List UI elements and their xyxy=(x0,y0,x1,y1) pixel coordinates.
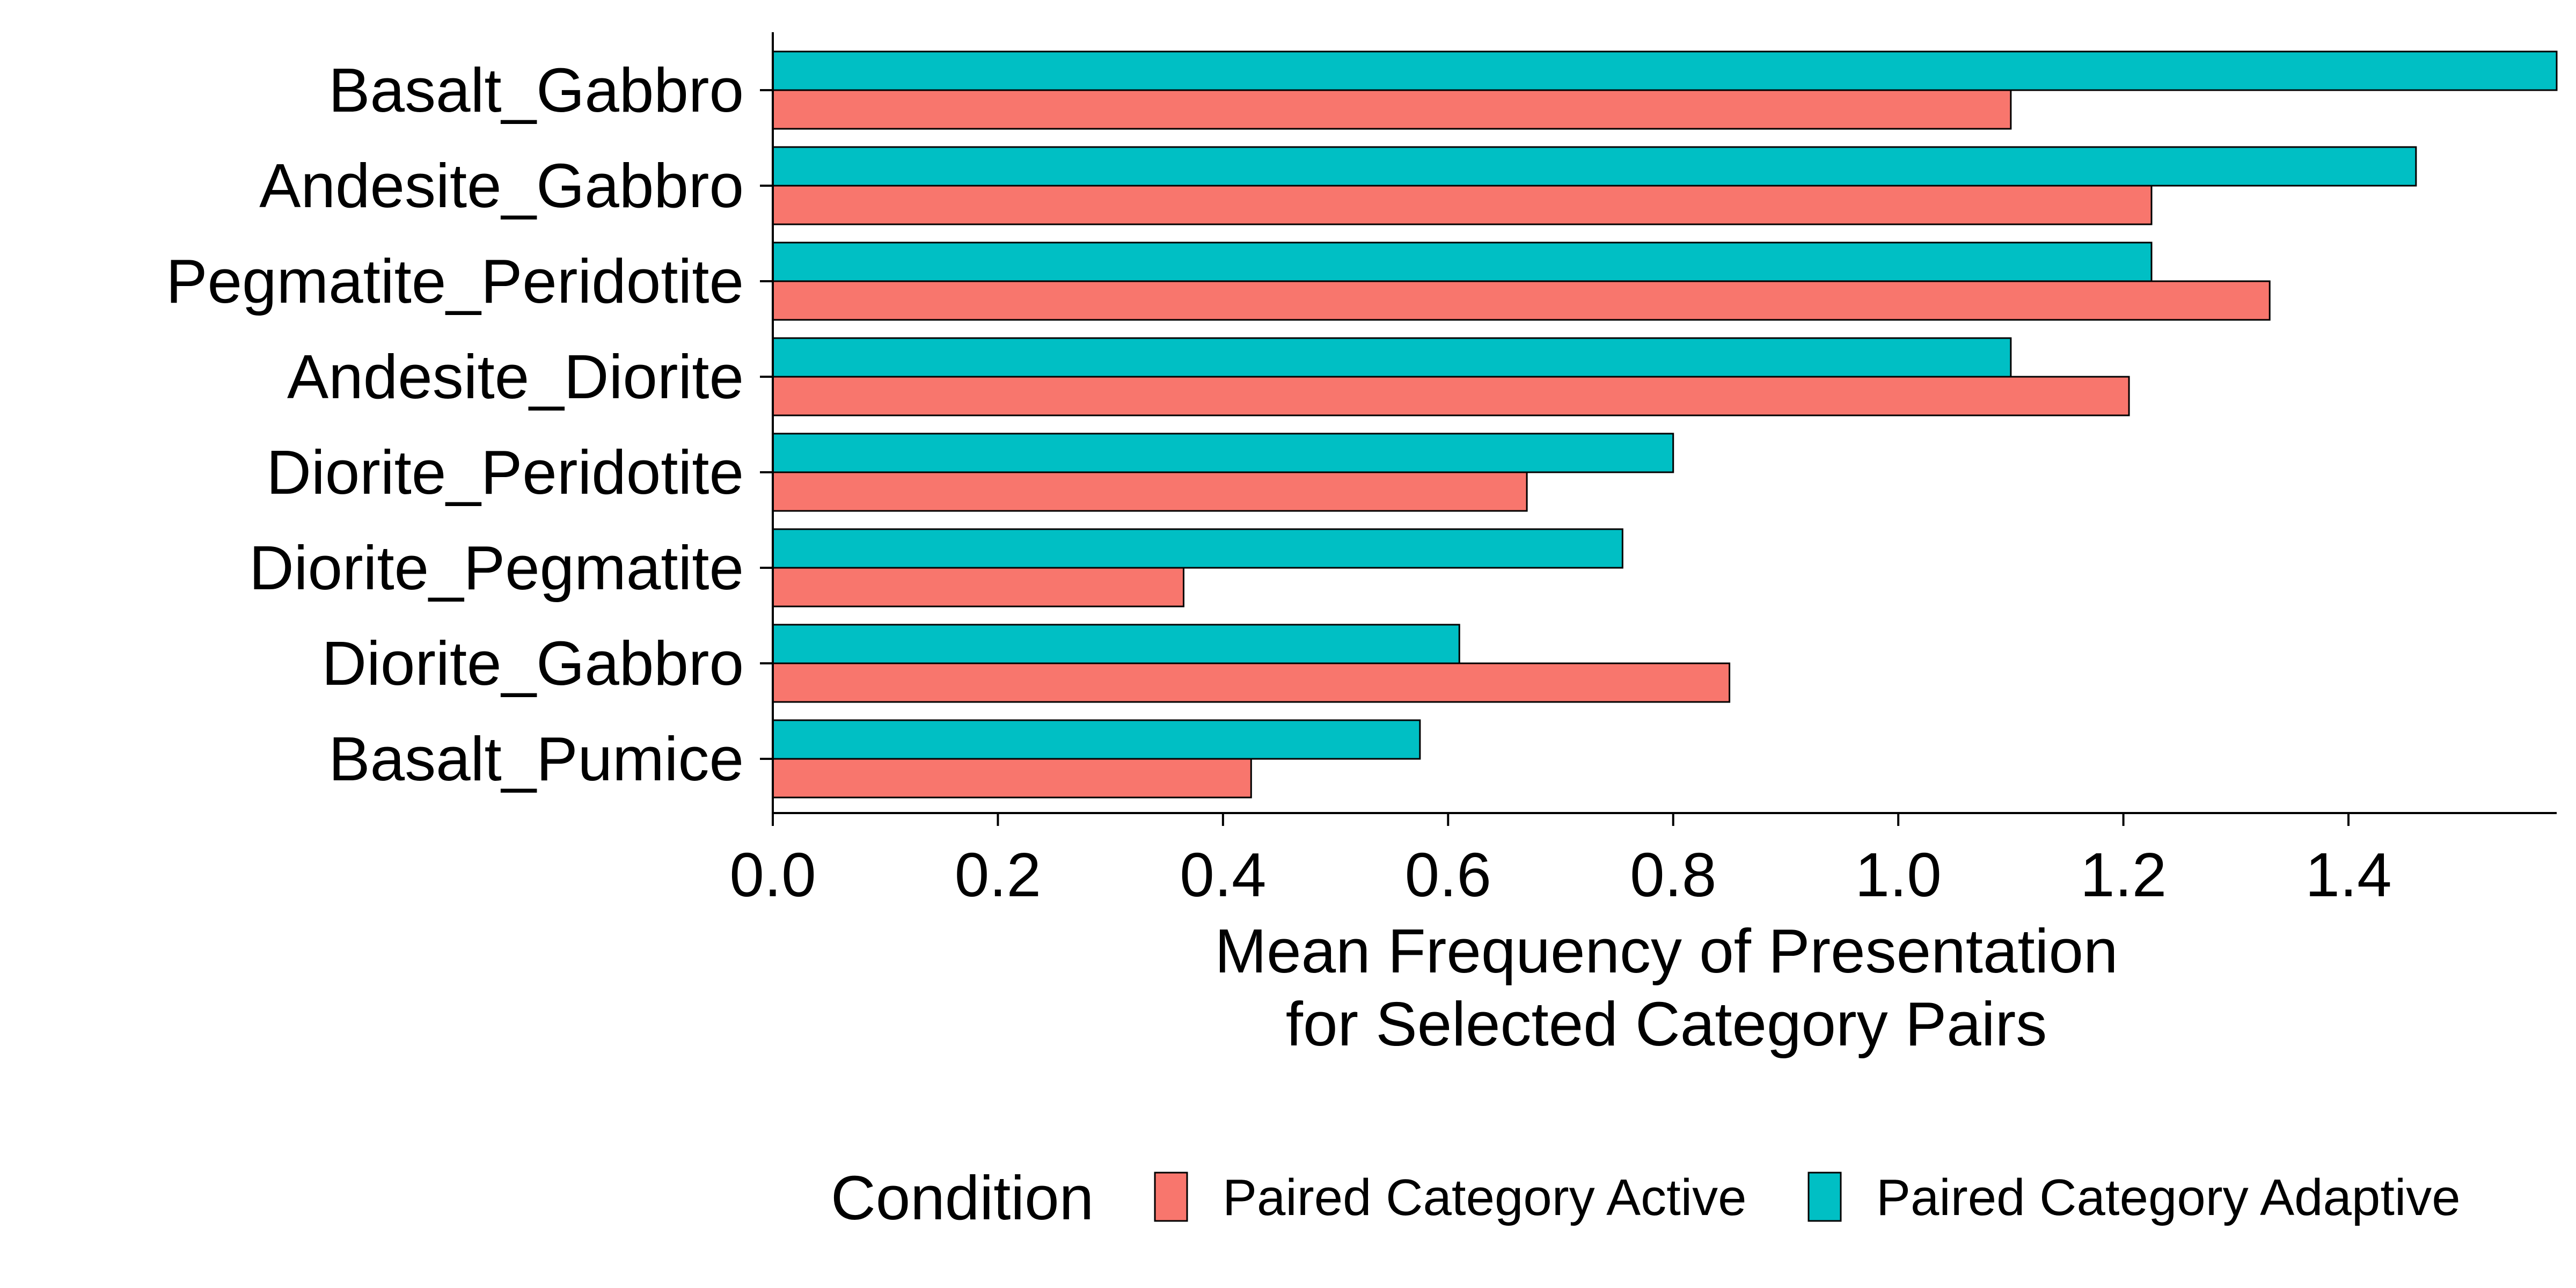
category-label: Diorite_Gabbro xyxy=(321,628,744,698)
bars-layer xyxy=(772,50,2558,799)
bar-active-diorite-gabbro xyxy=(772,662,1731,703)
x-tick-label: 1.0 xyxy=(1855,840,1942,910)
x-axis-title-line-1: Mean Frequency of Presentation xyxy=(1215,916,2118,986)
x-axis-title-line-2: for Selected Category Pairs xyxy=(1286,989,2047,1059)
bar-adaptive-andesite-gabbro xyxy=(772,146,2417,187)
bar-adaptive-pegmatite-peridotite xyxy=(772,241,2153,282)
bar-active-andesite-gabbro xyxy=(772,185,2153,225)
axes-layer xyxy=(760,32,2557,826)
x-tick-labels: 0.0 0.2 0.4 0.6 0.8 1.0 1.2 1.4 xyxy=(729,840,2391,910)
legend-key-active xyxy=(1154,1172,1188,1222)
bar-adaptive-andesite-diorite xyxy=(772,337,2012,378)
bar-adaptive-diorite-peridotite xyxy=(772,433,1674,473)
x-tick-label: 0.0 xyxy=(729,840,816,910)
category-label: Andesite_Gabbro xyxy=(259,151,744,221)
bar-active-andesite-diorite xyxy=(772,376,2130,416)
legend-title: Condition xyxy=(831,1163,1094,1233)
legend-label-adaptive: Paired Category Adaptive xyxy=(1876,1169,2461,1226)
category-label: Pegmatite_Peridotite xyxy=(166,246,744,316)
bar-adaptive-diorite-gabbro xyxy=(772,624,1460,664)
bar-adaptive-basalt-gabbro xyxy=(772,50,2558,91)
x-tick-label: 0.6 xyxy=(1405,840,1491,910)
legend-key-adaptive xyxy=(1807,1172,1842,1222)
x-tick-label: 1.4 xyxy=(2305,840,2391,910)
bar-adaptive-diorite-pegmatite xyxy=(772,528,1623,569)
x-tick-label: 0.8 xyxy=(1630,840,1716,910)
x-tick-label: 1.2 xyxy=(2080,840,2167,910)
bar-active-basalt-gabbro xyxy=(772,89,2012,130)
bar-active-basalt-pumice xyxy=(772,758,1252,799)
bar-active-pegmatite-peridotite xyxy=(772,280,2271,321)
bar-adaptive-basalt-pumice xyxy=(772,719,1421,760)
category-label: Diorite_Pegmatite xyxy=(249,533,744,603)
x-axis-title: Mean Frequency of Presentation for Selec… xyxy=(1215,916,2118,1059)
bar-active-diorite-pegmatite xyxy=(772,567,1184,608)
category-labels: Basalt_Gabbro Andesite_Gabbro Pegmatite_Pe… xyxy=(166,55,744,794)
legend-label-active: Paired Category Active xyxy=(1223,1169,1747,1226)
x-tick-label: 0.2 xyxy=(955,840,1041,910)
category-label: Basalt_Pumice xyxy=(328,724,744,794)
category-label: Basalt_Gabbro xyxy=(328,55,744,125)
legend: Condition Paired Category Active Paired … xyxy=(831,1163,2461,1233)
category-label: Diorite_Peridotite xyxy=(266,437,744,507)
category-label: Andesite_Diorite xyxy=(287,342,744,412)
x-tick-label: 0.4 xyxy=(1180,840,1266,910)
bar-active-diorite-peridotite xyxy=(772,471,1528,512)
